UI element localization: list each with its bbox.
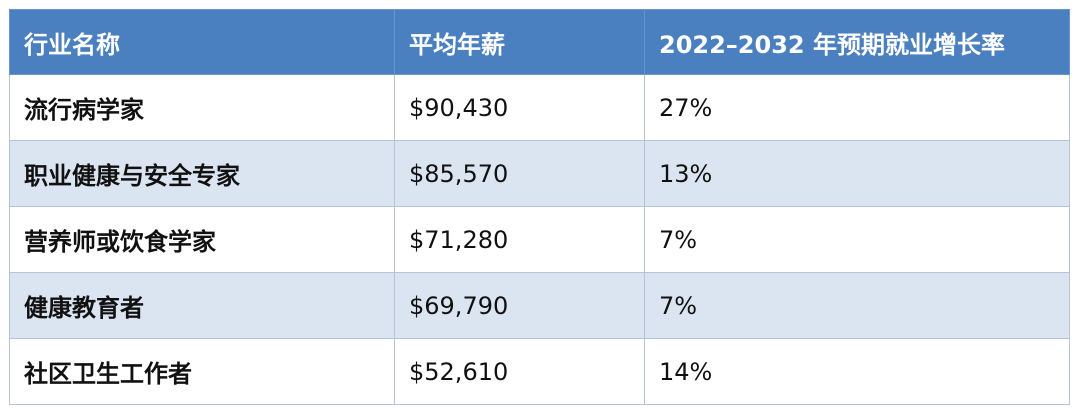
table-body: 流行病学家 $90,430 27% 职业健康与安全专家 $85,570 13% … bbox=[9, 74, 1070, 405]
salary-cell: $52,610 bbox=[394, 338, 645, 405]
table-header: 行业名称 平均年薪 2022–2032 年预期就业增长率 bbox=[9, 9, 1070, 75]
growth-cell: 14% bbox=[644, 338, 1070, 405]
table-row: 流行病学家 $90,430 27% bbox=[9, 74, 1070, 141]
column-header-occupation: 行业名称 bbox=[9, 9, 395, 75]
occupation-cell: 职业健康与安全专家 bbox=[9, 140, 395, 207]
table-row: 职业健康与安全专家 $85,570 13% bbox=[9, 140, 1070, 207]
salary-cell: $85,570 bbox=[394, 140, 645, 207]
salary-cell: $90,430 bbox=[394, 74, 645, 141]
occupation-cell: 流行病学家 bbox=[9, 74, 395, 141]
table-row: 健康教育者 $69,790 7% bbox=[9, 272, 1070, 339]
growth-cell: 13% bbox=[644, 140, 1070, 207]
table-row: 营养师或饮食学家 $71,280 7% bbox=[9, 206, 1070, 273]
occupation-cell: 社区卫生工作者 bbox=[9, 338, 395, 405]
growth-cell: 7% bbox=[644, 206, 1070, 273]
growth-cell: 7% bbox=[644, 272, 1070, 339]
salary-growth-table: 行业名称 平均年薪 2022–2032 年预期就业增长率 流行病学家 $90,4… bbox=[9, 9, 1070, 405]
occupation-cell: 营养师或饮食学家 bbox=[9, 206, 395, 273]
column-header-salary: 平均年薪 bbox=[394, 9, 645, 75]
salary-cell: $69,790 bbox=[394, 272, 645, 339]
occupation-cell: 健康教育者 bbox=[9, 272, 395, 339]
column-header-growth: 2022–2032 年预期就业增长率 bbox=[644, 9, 1070, 75]
growth-cell: 27% bbox=[644, 74, 1070, 141]
table-row: 社区卫生工作者 $52,610 14% bbox=[9, 338, 1070, 405]
salary-cell: $71,280 bbox=[394, 206, 645, 273]
salary-table-container: 行业名称 平均年薪 2022–2032 年预期就业增长率 流行病学家 $90,4… bbox=[9, 9, 1070, 405]
header-row: 行业名称 平均年薪 2022–2032 年预期就业增长率 bbox=[9, 9, 1070, 75]
